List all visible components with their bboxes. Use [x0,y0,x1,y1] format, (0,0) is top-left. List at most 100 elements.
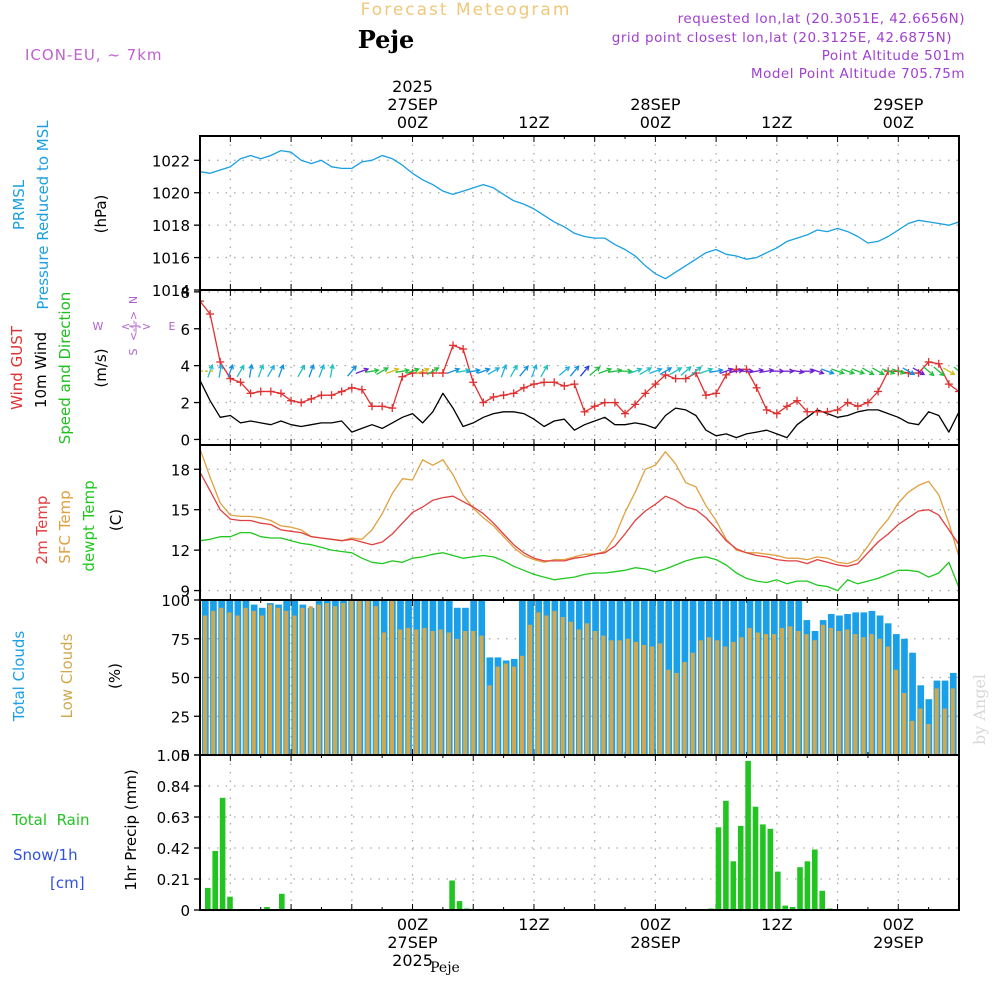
arrow-shaft [318,364,325,378]
arrow-shaft [831,368,844,375]
gust-marker [398,372,407,381]
gust-marker [479,398,488,407]
arrow-head [309,363,315,370]
low-cloud-bar [243,607,248,755]
temperature-plot-area [200,448,959,592]
arrow-head [501,363,508,370]
time-label-bottom: 12Z [518,915,549,934]
low-cloud-bar [788,626,793,755]
arrow-head [828,369,835,375]
arrow-head [218,363,224,370]
arrow-head [424,367,430,373]
watermark: by Angel [970,674,989,745]
low-cloud-bar [284,610,289,755]
wind-direction-arrow [477,367,491,375]
arrow-shaft [628,368,642,375]
clouds-ytick-label: 75 [171,631,190,649]
wind-direction-arrow [933,366,945,377]
arrow-head [849,369,856,375]
wind-direction-arrow [487,367,501,375]
arrow-head [627,368,633,374]
wind-direction-arrow [218,363,224,378]
arrow-shaft [589,366,601,376]
low-cloud-bar [316,604,321,755]
arrow-head [363,367,370,373]
gust-marker [874,387,883,396]
low-cloud-bar [308,606,313,755]
low-cloud-bar [739,637,744,755]
gust-marker [762,405,771,414]
gust-marker [843,398,852,407]
low-cloud-bar [333,606,338,755]
wind-direction-arrow [329,363,335,378]
arrow-shaft [690,366,702,376]
clouds-ytick-label: 100 [161,592,190,610]
wind-direction-arrow [519,365,529,377]
temp-unit: (C) [107,509,125,531]
gust-marker [782,402,791,411]
arrow-head [512,364,518,371]
gust-marker [681,374,690,383]
arrow-head [269,364,275,371]
arrow-shaft [760,369,774,373]
low-cloud-bar [707,637,712,755]
clouds-ytick-label: 50 [171,670,190,688]
compass-n: N [127,296,140,304]
arrow-head [543,364,548,371]
low-cloud-bar [593,631,598,755]
arrow-head [574,365,580,371]
arrow-head [818,369,825,375]
arrow-head [393,367,400,373]
low-cloud-bar [219,607,224,755]
arrow-shaft [347,365,357,377]
wind-direction-arrow [406,367,420,375]
gust-marker [803,407,812,416]
wind-direction-arrow [690,366,702,376]
time-axis-bottom: 00Z27SEP202512Z00Z28SEP12Z00Z29SEP12Z [387,915,923,970]
pressure-frame [199,135,960,291]
rain-bar [715,827,722,910]
low-cloud-bar [617,640,622,755]
low-cloud-bar [812,640,817,755]
arrow-shaft [841,368,855,375]
temp2m-line [200,471,959,567]
gust-marker [307,394,316,403]
arrow-head [839,369,845,375]
arrow-head [228,363,234,370]
arrow-shaft [308,364,315,378]
arrow-head [383,367,389,373]
wind-direction-arrow [649,367,663,375]
arrow-shaft [569,365,580,377]
low-cloud-bar [422,627,427,755]
time-label-bottom: 27SEP [387,933,438,952]
arrow-shaft [540,365,548,378]
arrow-shaft [912,367,925,375]
low-cloud-bar [804,634,809,755]
wind-direction-arrow [669,367,683,375]
sfc-temp-line [200,448,959,565]
wind-direction-arrow [861,367,875,376]
dewpt-line [200,531,959,592]
time-label-top: 29SEP [873,95,924,114]
arrow-shaft [487,367,500,375]
arrow-head [809,368,816,374]
time-label-top: 2025 [392,77,433,96]
low-cloud-bar [276,607,281,755]
gust-marker [378,402,387,411]
gust-marker [793,396,802,405]
gust-marker [560,381,569,390]
arrow-shaft [608,369,622,373]
grid-point-coords: grid point closest lon,lat (20.3125E, 42… [612,30,952,46]
arrow-head [454,367,461,373]
wind-direction-arrow [598,367,613,375]
arrow-head [656,367,663,373]
model-altitude: Model Point Altitude 705.75m [751,66,965,82]
model-label: ICON-EU, ~ 7km [25,46,163,64]
arrow-head [798,368,805,375]
arrow-shaft [790,369,804,373]
arrow-shaft [500,364,507,378]
precip-ytick-label: 1.05 [157,747,190,765]
low-cloud-bar [942,708,947,755]
gust-marker [712,389,721,398]
wind-direction-arrow [500,363,508,378]
